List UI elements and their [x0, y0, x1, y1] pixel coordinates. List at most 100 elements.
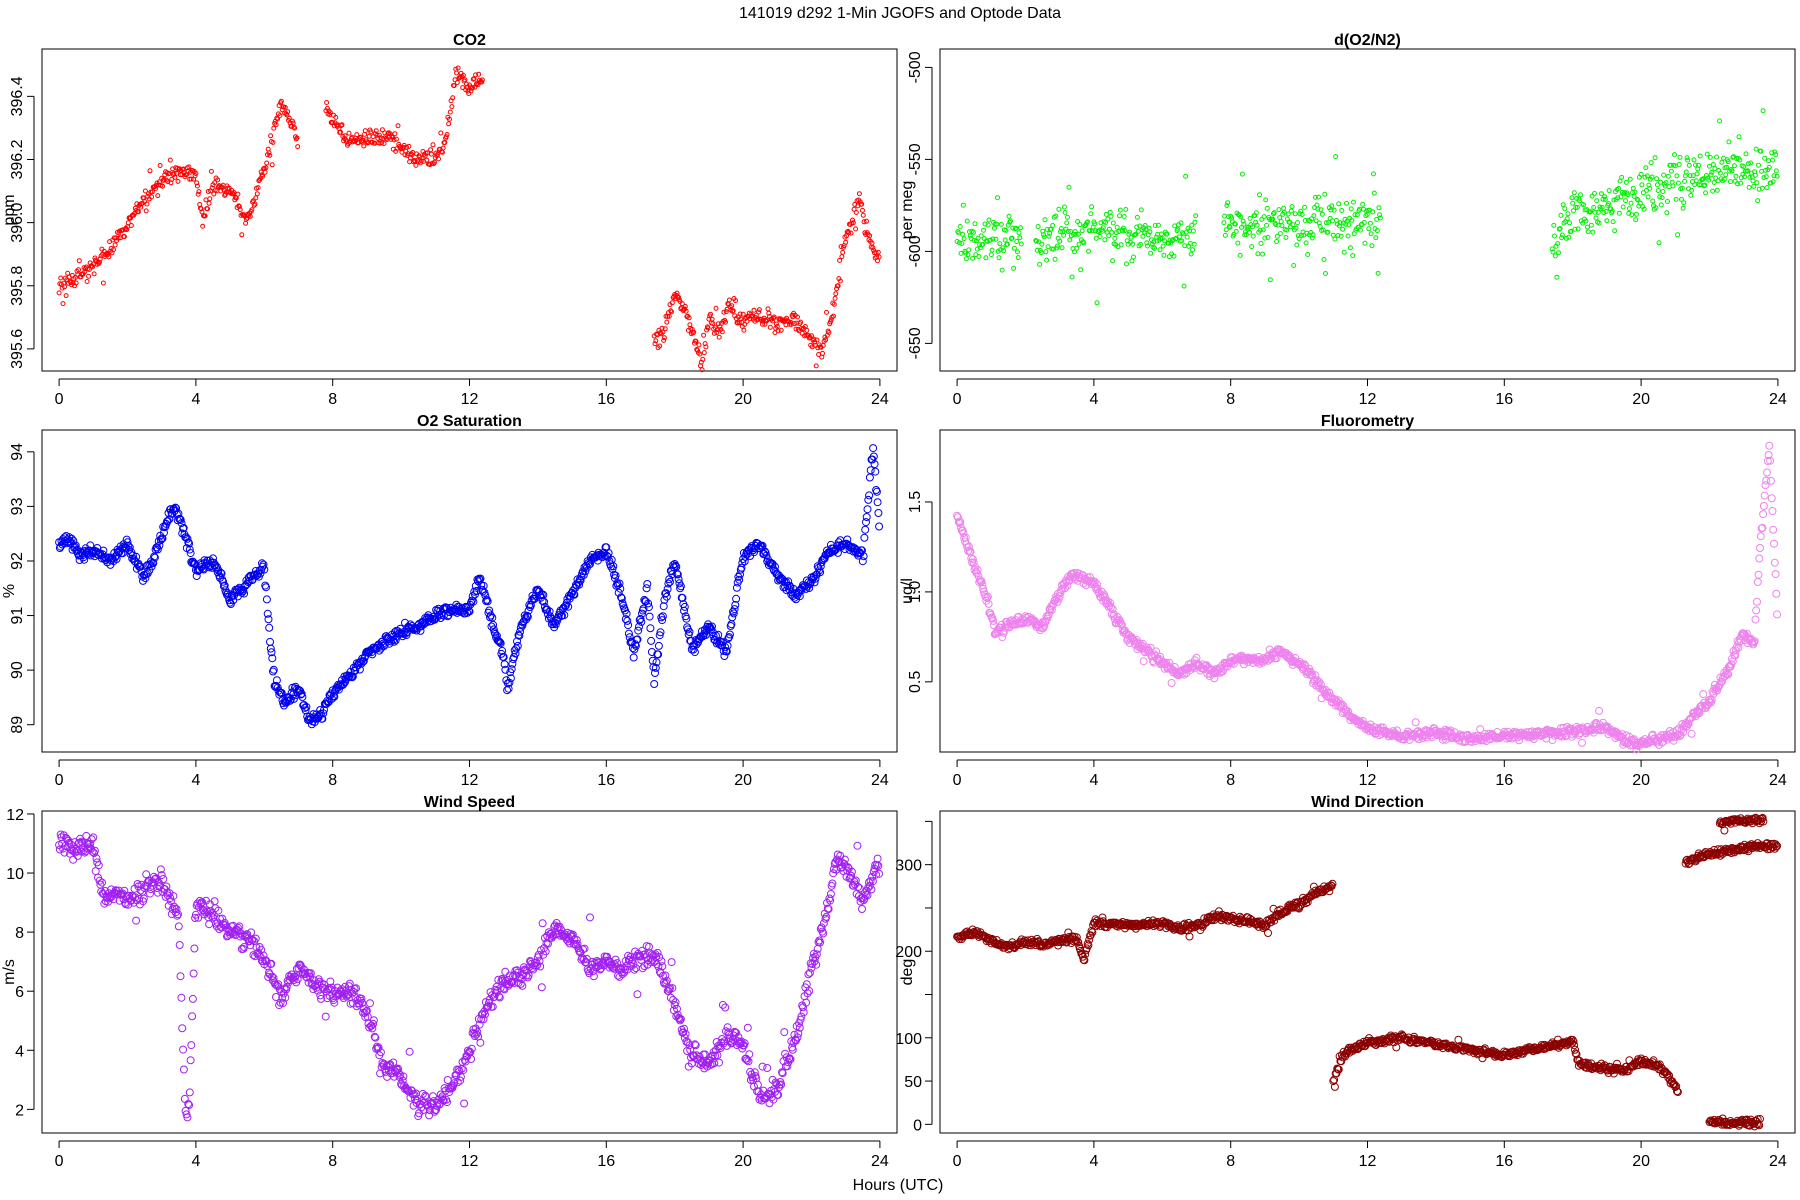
y-tick-label: -600	[907, 235, 924, 267]
data-point	[72, 274, 78, 280]
data-point	[284, 112, 290, 118]
data-point	[1250, 224, 1255, 230]
data-point	[679, 301, 685, 307]
data-point	[112, 242, 118, 248]
x-tick-label: 12	[1359, 772, 1377, 789]
data-point	[666, 577, 674, 586]
data-point	[1574, 195, 1580, 201]
data-point	[179, 1045, 188, 1054]
y-tick-label: 395.8	[9, 266, 26, 306]
data-point	[1322, 191, 1328, 197]
data-point	[1374, 228, 1380, 234]
data-point	[1766, 476, 1775, 485]
data-point	[251, 934, 260, 943]
data-point	[715, 1058, 723, 1067]
data-point	[508, 659, 517, 668]
data-point	[252, 201, 258, 207]
data-point	[57, 833, 66, 842]
data-point	[664, 319, 670, 325]
data-point	[657, 343, 663, 349]
data-point	[1129, 636, 1138, 645]
data-point	[141, 574, 150, 583]
data-point	[362, 128, 368, 134]
data-point	[1670, 183, 1676, 189]
data-point	[190, 944, 199, 953]
data-point	[874, 509, 883, 517]
data-point	[662, 976, 671, 985]
data-point	[392, 131, 398, 137]
data-point	[404, 144, 409, 150]
data-point	[455, 1067, 464, 1076]
plot-frame	[41, 48, 898, 372]
data-point	[1371, 190, 1377, 196]
data-point	[1571, 190, 1577, 196]
data-point	[793, 1033, 802, 1042]
data-point	[1702, 182, 1708, 188]
data-point	[476, 71, 482, 77]
data-point	[778, 327, 784, 333]
data-point	[826, 890, 835, 898]
data-point	[1232, 221, 1238, 227]
data-point	[1745, 168, 1751, 174]
data-point	[463, 608, 472, 617]
data-point	[260, 173, 266, 179]
data-point	[346, 130, 352, 136]
data-point	[153, 545, 162, 554]
data-point	[273, 122, 279, 128]
data-point	[869, 240, 875, 246]
data-point	[143, 208, 149, 214]
data-point	[1320, 227, 1326, 233]
data-point	[1299, 212, 1305, 217]
data-point	[1093, 235, 1099, 241]
x-tick-label: 16	[597, 1153, 615, 1170]
data-point	[187, 1041, 196, 1050]
data-point	[1059, 245, 1065, 251]
data-point	[1760, 491, 1769, 500]
data-point	[1063, 581, 1072, 590]
data-point	[236, 204, 242, 209]
data-point	[1176, 234, 1182, 240]
data-point	[858, 546, 866, 555]
data-point	[1145, 243, 1150, 249]
data-point	[1713, 175, 1719, 181]
data-point	[572, 936, 581, 944]
data-point	[430, 142, 436, 148]
data-point	[1658, 202, 1664, 208]
data-point	[503, 686, 512, 695]
data-point	[1768, 507, 1777, 515]
data-point	[598, 553, 607, 562]
data-point	[1148, 250, 1154, 256]
data-point	[823, 337, 829, 343]
x-tick-label: 0	[55, 772, 64, 789]
data-point	[732, 1028, 741, 1037]
data-point	[988, 252, 994, 258]
data-point	[1291, 263, 1297, 268]
x-tick-label: 0	[953, 1153, 962, 1170]
data-point	[718, 1035, 727, 1043]
data-point	[1347, 245, 1353, 251]
data-point	[740, 1039, 749, 1048]
data-point	[1759, 168, 1765, 174]
data-point	[1129, 258, 1135, 264]
data-point	[787, 321, 793, 327]
data-point	[1575, 226, 1581, 232]
data-point	[1018, 225, 1023, 231]
data-point	[971, 563, 980, 572]
data-point	[1037, 247, 1043, 253]
data-point	[568, 930, 577, 939]
data-point	[1552, 233, 1557, 239]
data-point	[516, 623, 525, 632]
data-point	[1047, 605, 1056, 614]
data-point	[153, 182, 159, 188]
data-point	[1682, 178, 1688, 184]
data-point	[84, 279, 90, 284]
data-point	[1277, 231, 1283, 237]
data-point	[1330, 232, 1336, 238]
x-tick-label: 0	[55, 391, 64, 408]
data-point	[799, 1008, 808, 1017]
data-point	[297, 689, 306, 698]
data-point	[1284, 227, 1290, 233]
data-point	[1015, 249, 1020, 255]
data-point	[1034, 238, 1039, 244]
data-point	[202, 213, 208, 219]
